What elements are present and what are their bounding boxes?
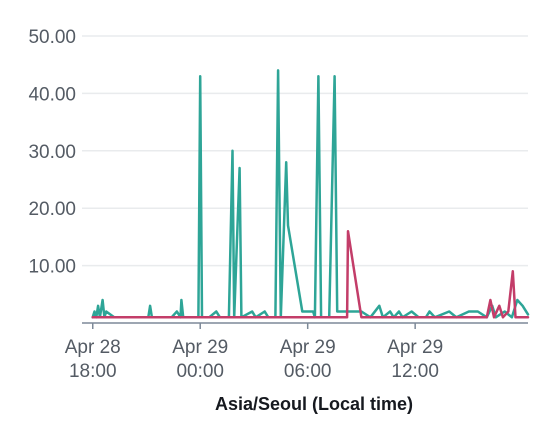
x-axis-label: Asia/Seoul (Local time) bbox=[215, 394, 413, 414]
series-layer bbox=[91, 69, 530, 319]
y-tick-label: 20.00 bbox=[28, 199, 76, 220]
y-tick-label: 30.00 bbox=[28, 142, 76, 163]
x-tick-label-date: Apr 29 bbox=[280, 337, 336, 358]
x-tick-label-date: Apr 29 bbox=[387, 337, 443, 358]
x-tick-label-time: 18:00 bbox=[69, 361, 117, 382]
x-tick-label-time: 00:00 bbox=[176, 361, 224, 382]
series-line-2 bbox=[91, 229, 530, 319]
grid-layer bbox=[82, 35, 528, 267]
axis-layer: 10.00 20.00 30.00 40.00 50.00 Apr 28 18:00 Apr … bbox=[28, 27, 528, 382]
series-line-1 bbox=[91, 69, 530, 319]
x-tick-label-date: Apr 29 bbox=[172, 337, 228, 358]
x-tick-label-date: Apr 28 bbox=[65, 337, 121, 358]
y-tick-label: 40.00 bbox=[28, 84, 76, 105]
y-tick-label: 50.00 bbox=[28, 27, 76, 48]
x-tick-label-time: 06:00 bbox=[284, 361, 332, 382]
x-tick-label-time: 12:00 bbox=[391, 361, 439, 382]
y-tick-label: 10.00 bbox=[28, 257, 76, 278]
